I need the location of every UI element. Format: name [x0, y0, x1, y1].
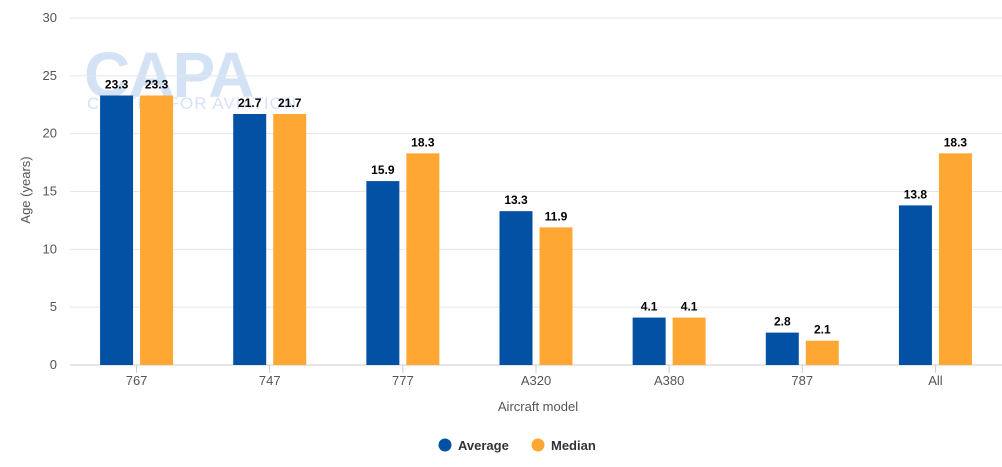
data-label: 15.9 [371, 163, 395, 177]
y-axis: 0 5 10 15 20 25 30 [43, 10, 57, 372]
bar-average-777 [366, 181, 400, 365]
data-label: 11.9 [545, 209, 568, 223]
bar-median-747 [273, 114, 307, 366]
bar-median-777 [406, 153, 440, 365]
legend-marker [438, 438, 452, 452]
bar-median-a380 [672, 317, 706, 365]
x-tick-label: All [928, 373, 943, 388]
legend-item-median[interactable]: Median [531, 438, 596, 453]
bar-median-787 [805, 340, 839, 365]
x-tick-label: A320 [521, 373, 551, 388]
legend-item-average[interactable]: Average [438, 438, 509, 453]
bar-average-a380 [632, 317, 666, 365]
bar-average-747 [233, 114, 267, 366]
y-tick-label: 10 [43, 241, 57, 256]
legend: Average Median [438, 438, 596, 453]
data-label: 18.3 [411, 135, 435, 149]
y-tick-label: 15 [43, 184, 57, 199]
y-tick-label: 0 [50, 357, 57, 372]
x-axis: 767 747 777 A320 A380 787 All [126, 365, 943, 388]
bar-average-787 [765, 332, 799, 365]
data-label: 2.1 [814, 323, 831, 337]
data-label: 21.7 [278, 96, 302, 110]
x-tick-label: A380 [654, 373, 684, 388]
bar-median-all [938, 153, 972, 365]
legend-label: Median [551, 438, 596, 453]
y-tick-label: 30 [43, 10, 57, 25]
x-axis-title: Aircraft model [498, 399, 578, 414]
data-label: 4.1 [681, 300, 698, 314]
y-tick-label: 20 [43, 126, 57, 141]
bar-average-767 [100, 95, 134, 365]
data-label: 18.3 [944, 135, 968, 149]
y-tick-label: 25 [43, 68, 57, 83]
x-tick-label: 767 [126, 373, 148, 388]
data-label: 23.3 [145, 77, 169, 91]
legend-label: Average [458, 438, 509, 453]
data-labels: 23.3 23.3 21.7 21.7 15.9 18.3 13.3 11.9 4.1 4.1 2.… [105, 77, 968, 336]
x-tick-label: 747 [259, 373, 281, 388]
bar-median-a320 [539, 227, 573, 365]
x-tick-label: 787 [791, 373, 813, 388]
bar-average-all [898, 205, 932, 365]
data-label: 21.7 [238, 96, 262, 110]
bar-median-767 [140, 95, 174, 365]
data-label: 2.8 [774, 315, 791, 329]
data-label: 13.8 [904, 187, 928, 201]
data-label: 23.3 [105, 77, 129, 91]
x-tick-label: 777 [392, 373, 414, 388]
legend-marker [531, 438, 545, 452]
bars [100, 95, 972, 366]
bar-average-a320 [499, 211, 533, 365]
data-label: 4.1 [641, 300, 658, 314]
watermark-subtitle: CENTRE FOR AVIATION [87, 94, 297, 113]
data-label: 13.3 [504, 193, 528, 207]
y-axis-title: Age (years) [18, 156, 33, 223]
y-tick-label: 5 [50, 299, 57, 314]
